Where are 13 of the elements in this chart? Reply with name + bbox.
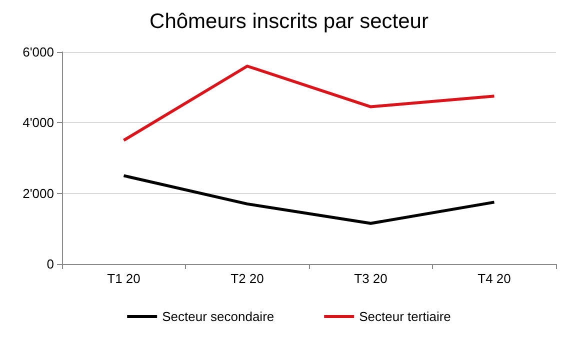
y-tick-label: 6'000 xyxy=(22,44,54,60)
legend-label: Secteur secondaire xyxy=(162,309,274,324)
x-tick-label: T1 20 xyxy=(107,271,140,286)
y-tick-label: 0 xyxy=(46,256,54,272)
x-tick-label: T4 20 xyxy=(478,271,511,286)
x-tick-label: T2 20 xyxy=(230,271,264,286)
line-series xyxy=(122,174,496,225)
line-series xyxy=(122,64,496,142)
y-tick-label: 4'000 xyxy=(22,115,54,130)
chart-title: Chômeurs inscrits par secteur xyxy=(150,10,428,33)
y-tick-label: 2'000 xyxy=(22,186,54,201)
x-tick-label: T3 20 xyxy=(354,271,388,286)
legend-label: Secteur tertiaire xyxy=(359,309,451,324)
